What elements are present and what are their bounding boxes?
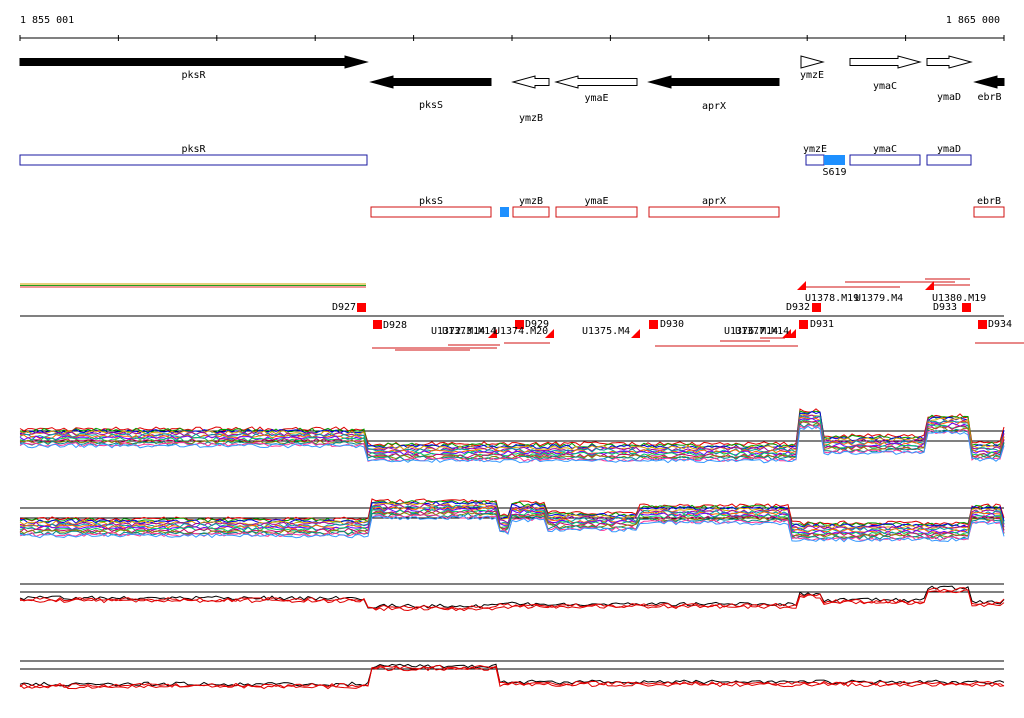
ymzB-gene-label: ymzB xyxy=(519,113,543,124)
reverse-feature-label: ebrB xyxy=(977,196,1001,207)
expression-profile-line xyxy=(19,585,1005,609)
tu-arrow-marker xyxy=(545,329,554,338)
ymzB-gene-arrow xyxy=(511,75,550,89)
tu-label-bottom: U1372.M14 xyxy=(431,326,485,337)
tu-marker xyxy=(978,320,987,329)
tu-marker xyxy=(515,320,524,329)
gene-annotation-track: pksR pksS ymzB ymaE aprX ymzE ymaC ymaD ebrB xyxy=(19,55,1005,124)
aprX-gene-label: aprX xyxy=(702,101,726,112)
highlighted-feature xyxy=(500,207,509,217)
tu-arrow-marker xyxy=(787,329,796,338)
highlighted-feature-label: S619 xyxy=(822,167,846,178)
expression-profile-line xyxy=(19,587,1005,610)
tu-label-bottom: D934 xyxy=(988,319,1012,330)
tu-arrow-marker xyxy=(925,281,934,290)
pksR-gene-label: pksR xyxy=(181,70,206,81)
ymaC-gene-arrow xyxy=(849,55,922,69)
reverse-feature-label: pksS xyxy=(419,196,443,207)
expression-profile-line xyxy=(19,515,1005,543)
ruler-start-coordinate: 1 855 001 xyxy=(20,15,74,26)
ymaE-gene-label: ymaE xyxy=(584,93,608,104)
pksS-gene-label: pksS xyxy=(419,100,443,111)
reverse-feature-label: ymzB xyxy=(519,196,543,207)
tu-marker xyxy=(373,320,382,329)
summary-track-forward xyxy=(19,583,1005,612)
highlighted-feature xyxy=(824,155,845,165)
tu-label-bottom: D928 xyxy=(383,320,407,331)
pksS-gene-arrow xyxy=(369,75,492,89)
expression-profile-line xyxy=(19,512,1005,540)
coordinate-ruler xyxy=(19,35,1005,41)
forward-feature-label: ymaD xyxy=(937,144,961,155)
tu-label-bottom: D931 xyxy=(810,319,834,330)
expression-track-reverse xyxy=(19,498,1005,543)
tu-arrow-marker xyxy=(488,329,497,338)
forward-feature-box xyxy=(926,154,972,166)
tu-marker xyxy=(649,320,658,329)
reverse-feature-label: aprX xyxy=(702,196,726,207)
ymaC-gene-label: ymaC xyxy=(873,81,897,92)
tu-marker xyxy=(812,303,821,312)
tu-label-top: U1379.M4 xyxy=(855,293,903,304)
forward-feature-box xyxy=(19,154,368,166)
expression-profile-line xyxy=(19,666,1005,690)
tu-label-bottom: U1374.M20 xyxy=(494,326,548,337)
summary-track-reverse xyxy=(19,660,1005,690)
tu-label-top: D927 xyxy=(332,302,356,313)
ymzE-gene-label: ymzE xyxy=(800,70,824,81)
tu-label-bottom: D929 xyxy=(525,319,549,330)
reverse-feature-box xyxy=(973,206,1005,218)
pksR-gene-arrow xyxy=(19,55,369,69)
forward-feature-box xyxy=(805,154,825,166)
reverse-feature-label: ymaE xyxy=(584,196,608,207)
tu-label-top: D932 xyxy=(786,302,810,313)
tu-label-bottom: U1377.M14 xyxy=(735,326,789,337)
ebrB-gene-arrow xyxy=(973,75,1005,89)
tu-marker xyxy=(357,303,366,312)
ruler-end-coordinate: 1 865 000 xyxy=(946,15,1000,26)
expression-profile-line xyxy=(19,425,1005,464)
tu-label-bottom: U1373.M14 xyxy=(442,326,496,337)
tu-label-top: D933 xyxy=(933,302,957,313)
tu-arrow-marker xyxy=(797,281,806,290)
forward-feature-label: ymzE xyxy=(803,144,827,155)
ymaD-gene-arrow xyxy=(926,55,973,69)
expression-profile-line xyxy=(19,589,1005,612)
reverse-feature-box xyxy=(555,206,638,218)
tu-label-top: U1378.M19 xyxy=(805,293,859,304)
tu-label-bottom: U1376.M14 xyxy=(724,326,778,337)
tu-marker xyxy=(799,320,808,329)
tu-label-bottom: U1375.M4 xyxy=(582,326,630,337)
tu-label-top: U1380.M19 xyxy=(932,293,986,304)
ymaE-gene-arrow xyxy=(554,75,638,89)
aprX-gene-arrow xyxy=(647,75,780,89)
reverse-feature-box xyxy=(512,206,550,218)
feature-box-track: pksR ymzE ymaC ymaD pksS ymzB ymaE aprX ebrB S619 xyxy=(19,144,1005,218)
tu-arrow-marker xyxy=(631,329,640,338)
tu-label-bottom: D930 xyxy=(660,319,684,330)
forward-feature-box xyxy=(849,154,921,166)
ymzE-gene-arrow xyxy=(800,55,825,69)
tu-arrow-marker xyxy=(782,329,791,338)
expression-profile-line xyxy=(19,410,1005,448)
expression-track-forward xyxy=(19,408,1005,464)
ymaD-gene-label: ymaD xyxy=(937,92,961,103)
forward-feature-label: pksR xyxy=(181,144,206,155)
reverse-feature-box xyxy=(370,206,492,218)
tu-marker xyxy=(962,303,971,312)
reverse-feature-box xyxy=(648,206,780,218)
ebrB-gene-label: ebrB xyxy=(977,92,1001,103)
forward-feature-label: ymaC xyxy=(873,144,897,155)
